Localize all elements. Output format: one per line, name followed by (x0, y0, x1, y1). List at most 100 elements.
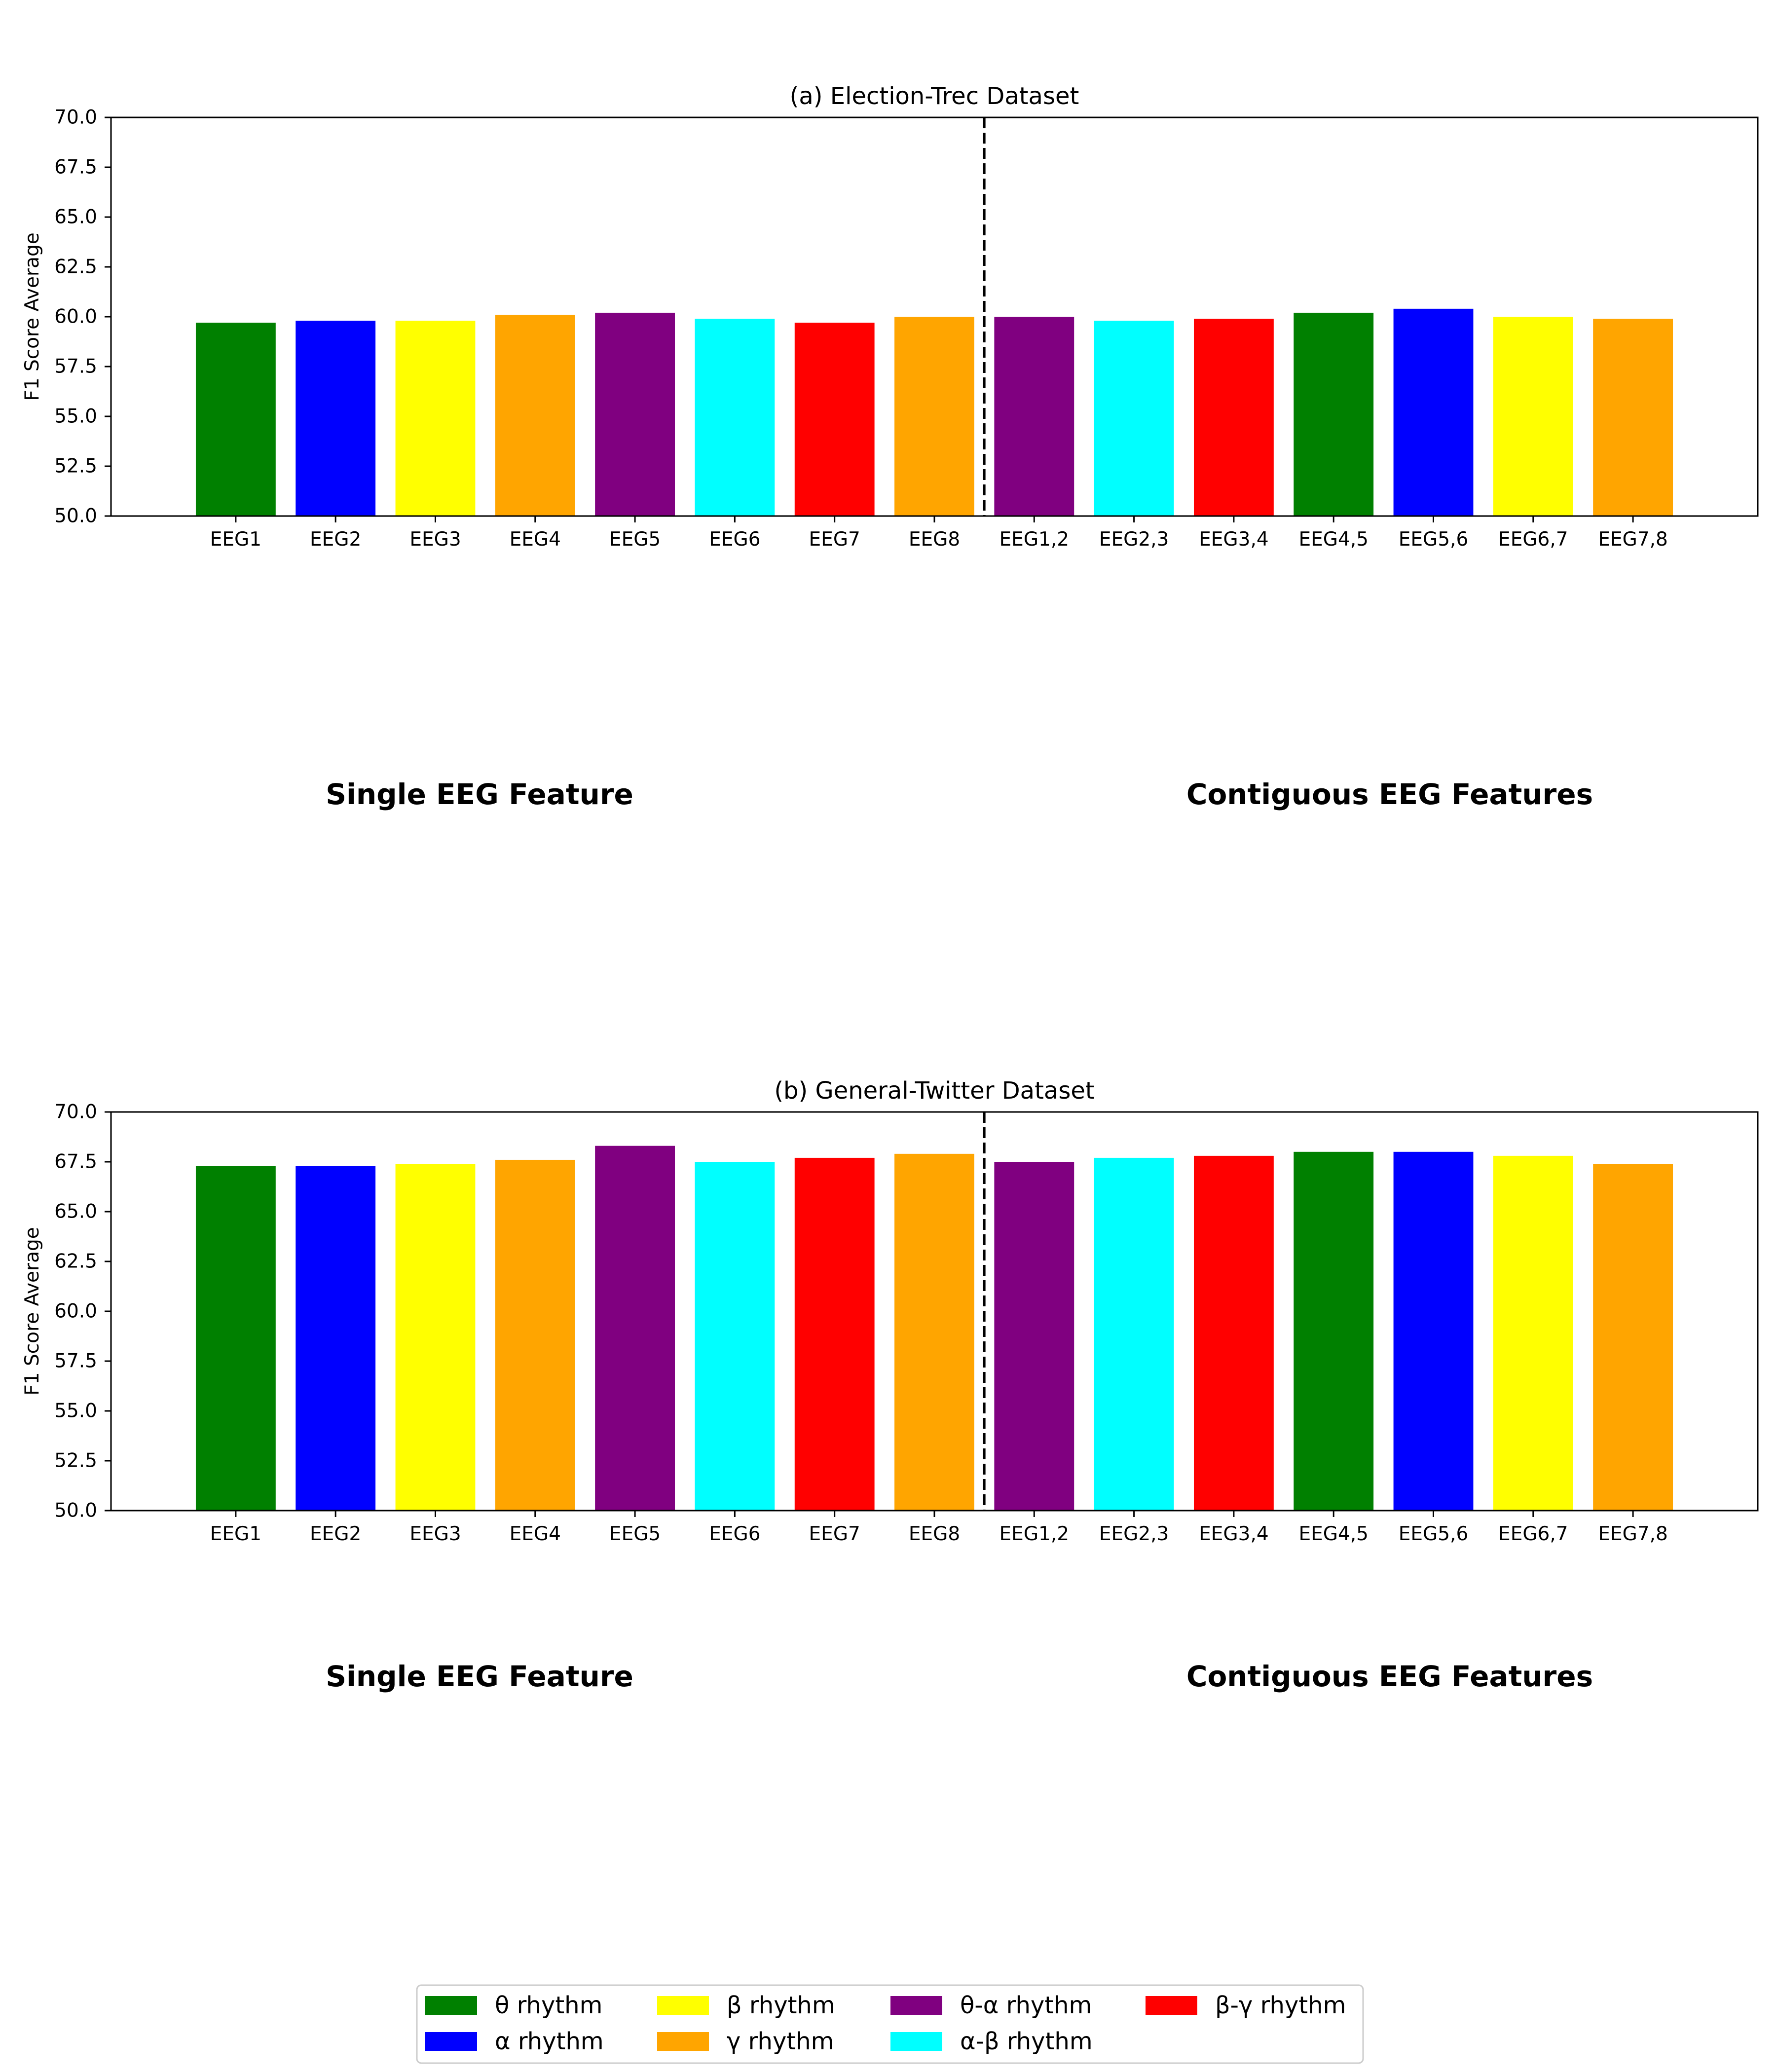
x-tick-label: EEG1,2 (999, 1523, 1070, 1545)
bar-eeg7-8 (1593, 319, 1673, 516)
y-tick-label: 70.0 (54, 107, 97, 129)
x-tick-label: EEG4,5 (1298, 1523, 1369, 1545)
bar-eeg5 (595, 1146, 675, 1511)
bar-eeg8 (894, 317, 974, 516)
x-tick-label: EEG6 (709, 1523, 760, 1545)
bar-eeg8 (894, 1153, 974, 1511)
bar-eeg2-3 (1094, 1157, 1174, 1511)
legend-label: θ rhythm (495, 1992, 602, 2019)
x-tick-label: EEG4,5 (1298, 528, 1369, 551)
bar-eeg3-4 (1193, 1155, 1274, 1511)
x-tick-label: EEG5 (609, 1523, 661, 1545)
x-tick-label: EEG4 (510, 1523, 561, 1545)
x-tick-label: EEG3 (409, 528, 461, 551)
x-tick-label: EEG5,6 (1399, 1523, 1469, 1545)
y-tick-label: 65.0 (54, 206, 97, 228)
x-tick-label: EEG7 (809, 528, 860, 551)
y-tick-label: 55.0 (54, 406, 97, 428)
y-tick-label: 62.5 (54, 256, 97, 278)
y-tick-label: 55.0 (54, 1400, 97, 1422)
x-tick-label: EEG6 (709, 528, 760, 551)
y-tick-label: 50.0 (54, 505, 97, 527)
x-tick-label: EEG1 (210, 528, 261, 551)
y-axis-label: F1 Score Average (21, 232, 43, 401)
x-tick-label: EEG2,3 (1099, 528, 1169, 551)
bar-eeg3 (395, 321, 476, 516)
legend-swatch-rhythm (425, 2032, 477, 2051)
bar-eeg4 (495, 1159, 575, 1511)
x-tick-label: EEG4 (510, 528, 561, 551)
y-tick-label: 52.5 (54, 1450, 97, 1472)
bar-eeg7-8 (1593, 1164, 1673, 1511)
bar-eeg6-7 (1493, 317, 1573, 516)
legend-label: γ rhythm (727, 2028, 834, 2055)
y-tick-label: 70.0 (54, 1101, 97, 1123)
legend-swatch-rhythm (890, 2032, 942, 2051)
legend-box (416, 1984, 1364, 2064)
x-tick-label: EEG3 (409, 1523, 461, 1545)
bar-eeg1 (195, 323, 276, 516)
bar-eeg4-5 (1294, 1151, 1374, 1511)
x-tick-label: EEG5 (609, 528, 661, 551)
bar-eeg4-5 (1294, 312, 1374, 516)
y-tick-label: 67.5 (54, 156, 97, 179)
bar-eeg6 (695, 1162, 775, 1511)
legend-label: β-γ rhythm (1215, 1992, 1346, 2019)
x-tick-label: EEG6,7 (1498, 1523, 1568, 1545)
bar-eeg1-2 (994, 317, 1074, 516)
legend: θ rhythm α rhythm β rhythm γ rhythm θ-α rhyt… (416, 1984, 1364, 2064)
chart-panel-election-trec: 50.0 52.5 55.0 57.5 60.0 62.5 65.0 67.5 70.0 EEG1… (21, 82, 1759, 811)
bar-eeg2 (296, 1166, 376, 1511)
x-tick-label: EEG8 (909, 528, 960, 551)
chart-panel-general-twitter: 50.0 52.5 55.0 57.5 60.0 62.5 65.0 67.5 70.0 EEG1… (21, 1077, 1759, 1693)
x-tick-label: EEG7,8 (1598, 528, 1668, 551)
x-tick-label: EEG6,7 (1498, 528, 1568, 551)
legend-label: β rhythm (727, 1992, 835, 2019)
bar-eeg6 (695, 319, 775, 516)
bar-eeg2-3 (1094, 321, 1174, 516)
x-tick-label: EEG5,6 (1399, 528, 1469, 551)
y-tick-label: 67.5 (54, 1151, 97, 1173)
y-tick-label: 60.0 (54, 1300, 97, 1323)
y-tick-label: 57.5 (54, 356, 97, 378)
x-tick-label: EEG7,8 (1598, 1523, 1668, 1545)
legend-label: α-β rhythm (960, 2028, 1093, 2055)
y-tick-label: 52.5 (54, 455, 97, 478)
bar-eeg7 (794, 1157, 875, 1511)
legend-swatch-rhythm (657, 2032, 709, 2051)
y-tick-label: 60.0 (54, 306, 97, 328)
legend-label: θ-α rhythm (960, 1992, 1092, 2019)
section-label-contiguous: Contiguous EEG Features (1186, 1660, 1593, 1693)
y-tick-label: 57.5 (54, 1350, 97, 1372)
y-axis-label: F1 Score Average (21, 1227, 43, 1395)
bar-eeg5 (595, 312, 675, 516)
y-tick-label: 50.0 (54, 1500, 97, 1522)
x-tick-label: EEG3,4 (1199, 1523, 1269, 1545)
x-tick-label: EEG3,4 (1199, 528, 1269, 551)
legend-swatch-rhythm (425, 1996, 477, 2015)
x-tick-label: EEG7 (809, 1523, 860, 1545)
bar-eeg3-4 (1193, 319, 1274, 516)
section-label-contiguous: Contiguous EEG Features (1186, 777, 1593, 811)
x-tick-label: EEG1,2 (999, 528, 1070, 551)
bar-eeg5-6 (1393, 1151, 1474, 1511)
bar-eeg1-2 (994, 1162, 1074, 1511)
section-label-single: Single EEG Feature (326, 777, 633, 811)
bar-eeg7 (794, 323, 875, 516)
y-tick-label: 65.0 (54, 1201, 97, 1223)
bar-eeg1 (195, 1166, 276, 1511)
y-tick-label: 62.5 (54, 1251, 97, 1273)
chart-title: (b) General-Twitter Dataset (774, 1077, 1094, 1105)
x-tick-label: EEG2 (310, 528, 361, 551)
bar-eeg2 (296, 321, 376, 516)
legend-label: α rhythm (495, 2028, 604, 2055)
bar-eeg5-6 (1393, 308, 1474, 516)
legend-swatch-rhythm (1146, 1996, 1197, 2015)
bar-eeg6-7 (1493, 1155, 1573, 1511)
chart-title: (a) Election-Trec Dataset (790, 82, 1079, 110)
legend-swatch-rhythm (890, 1996, 942, 2015)
bar-eeg4 (495, 314, 575, 516)
section-label-single: Single EEG Feature (326, 1660, 633, 1693)
x-tick-label: EEG8 (909, 1523, 960, 1545)
